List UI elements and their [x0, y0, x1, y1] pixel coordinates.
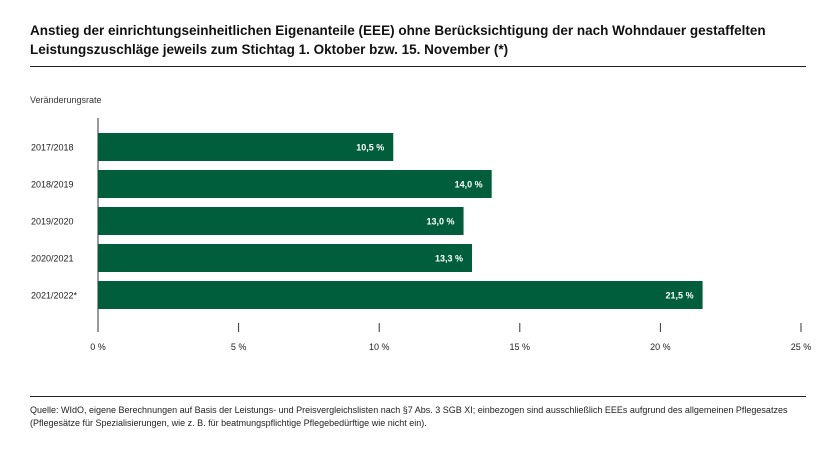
- bar-chart: 2017/2018 10,5 % 2018/2019 14,0 % 2019/2020 1…: [31, 118, 812, 352]
- bar-value-label: 21,5 %: [666, 291, 694, 301]
- bar-value-label: 14,0 %: [455, 180, 483, 190]
- bar-value-label: 10,5 %: [356, 143, 384, 153]
- x-tick-label: 0 %: [90, 342, 106, 352]
- bar: [98, 244, 472, 272]
- category-label: 2021/2022*: [31, 291, 78, 301]
- bar: [98, 133, 394, 161]
- category-label: 2017/2018: [31, 143, 74, 153]
- chart-title: Anstieg der einrichtungseinheitlichen Ei…: [30, 23, 766, 57]
- category-label: 2019/2020: [31, 217, 74, 227]
- category-label: 2020/2021: [31, 254, 74, 264]
- x-tick-label: 25 %: [791, 342, 812, 352]
- bar: [98, 281, 703, 309]
- x-tick-label: 15 %: [510, 342, 531, 352]
- y-axis-label: Veränderungsrate: [30, 95, 102, 105]
- category-label: 2018/2019: [31, 180, 74, 190]
- source-note: Quelle: WIdO, eigene Berechnungen auf Ba…: [30, 405, 788, 428]
- title-divider: [30, 66, 806, 67]
- source-divider: [30, 396, 806, 397]
- bar: [98, 170, 492, 198]
- bar-value-label: 13,0 %: [427, 217, 455, 227]
- x-tick-label: 5 %: [231, 342, 247, 352]
- x-tick-label: 10 %: [369, 342, 390, 352]
- bar: [98, 207, 464, 235]
- bar-value-label: 13,3 %: [435, 254, 463, 264]
- x-tick-label: 20 %: [650, 342, 671, 352]
